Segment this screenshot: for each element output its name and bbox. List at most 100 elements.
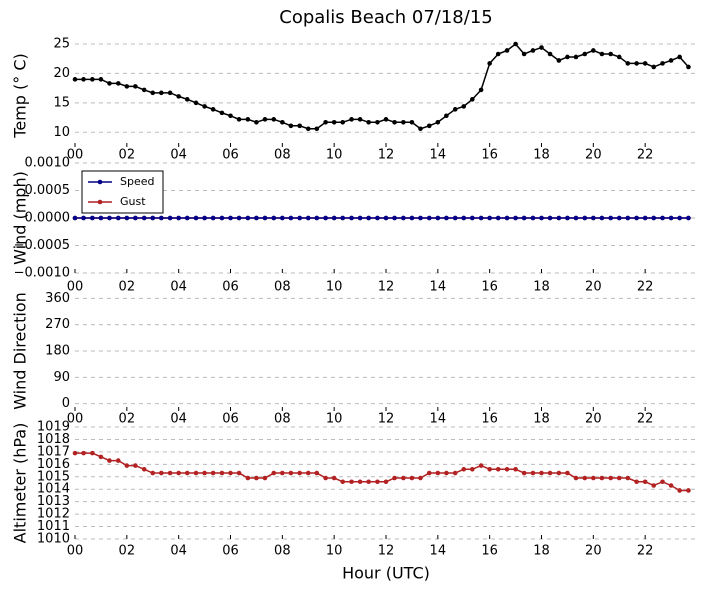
data-point [141, 215, 147, 221]
x-tick-label: 20 [585, 280, 602, 295]
data-point [668, 58, 674, 63]
data-point [504, 215, 510, 221]
data-point [228, 113, 233, 119]
data-point [487, 467, 492, 472]
data-point [107, 81, 112, 86]
data-point [193, 470, 199, 476]
data-point [668, 483, 674, 488]
x-tick-label: 12 [378, 280, 395, 295]
data-point [660, 61, 665, 66]
x-tick-label: 18 [533, 412, 550, 427]
data-point [677, 488, 682, 493]
data-point [392, 475, 397, 481]
data-point [565, 470, 570, 476]
data-point [668, 215, 674, 221]
data-point [150, 215, 156, 221]
data-point [288, 123, 294, 129]
x-tick-label: 00 [67, 280, 84, 295]
y-tick-label: −0.0005 [14, 238, 70, 253]
data-point [634, 215, 639, 221]
data-point [487, 215, 492, 221]
series-line [75, 42, 690, 130]
data-point [202, 104, 207, 109]
data-point [176, 215, 181, 221]
data-point [383, 117, 389, 122]
data-point [591, 48, 596, 53]
data-point [323, 119, 328, 125]
x-tick-label: 04 [170, 148, 187, 163]
data-point [444, 470, 449, 476]
data-point [625, 61, 631, 66]
data-point [426, 470, 432, 476]
y-tick-label: 1010 [37, 532, 70, 547]
y-tick-label: 90 [53, 370, 70, 385]
data-point [444, 113, 449, 119]
data-point [349, 479, 354, 485]
data-point [210, 215, 216, 221]
x-tick-label: 06 [222, 412, 239, 427]
data-point [262, 475, 268, 481]
x-tick-label: 22 [637, 412, 654, 427]
data-point [461, 215, 467, 221]
x-tick-label: 04 [170, 412, 187, 427]
data-point [461, 467, 467, 472]
panel: Wind Direction 0 90 180 270 360 00 02 04 06 08 10 12… [11, 291, 697, 427]
data-point [478, 215, 484, 221]
data-point [642, 215, 648, 221]
data-point [470, 215, 475, 221]
data-point [660, 215, 665, 221]
y-tick-label: 0 [62, 396, 70, 411]
data-point [150, 470, 156, 476]
data-point [133, 215, 138, 221]
data-point [236, 117, 242, 122]
data-point [81, 77, 86, 82]
data-point [331, 215, 337, 221]
data-point [90, 77, 95, 82]
x-tick-label: 16 [481, 412, 498, 427]
data-point [573, 215, 579, 221]
y-tick-label: 360 [45, 291, 70, 306]
data-point [599, 51, 605, 57]
data-point [504, 467, 510, 472]
data-point [634, 479, 639, 485]
data-point [176, 470, 181, 476]
data-point [331, 119, 337, 125]
data-point [686, 215, 691, 221]
data-point [651, 215, 657, 221]
data-point [608, 51, 613, 57]
data-point [426, 123, 432, 129]
data-point [513, 41, 518, 47]
data-point [573, 54, 579, 60]
data-point [375, 119, 380, 125]
data-point [305, 470, 311, 476]
y-tick-label: 1014 [37, 482, 70, 497]
data-point [115, 81, 121, 86]
x-tick-label: 00 [67, 148, 84, 163]
data-point [245, 475, 251, 481]
data-point [401, 119, 406, 125]
data-point [210, 470, 216, 476]
data-point [651, 483, 657, 488]
data-point [280, 470, 285, 476]
x-tick-label: 08 [274, 280, 291, 295]
data-point [616, 215, 622, 221]
data-point [392, 119, 397, 125]
data-point [487, 61, 492, 66]
data-point [452, 215, 458, 221]
data-point [521, 215, 527, 221]
y-tick-label: −0.0010 [14, 266, 70, 281]
x-tick-label: 14 [430, 544, 447, 559]
data-point [565, 54, 570, 60]
data-point [254, 119, 259, 125]
data-point [452, 107, 458, 112]
data-point [323, 215, 328, 221]
y-tick-label: 1011 [37, 519, 70, 534]
x-tick-label: 18 [533, 280, 550, 295]
data-point [297, 123, 302, 129]
data-point [495, 467, 501, 472]
data-point [176, 94, 181, 99]
y-tick-label: 270 [45, 317, 70, 332]
y-axis-label: Altimeter (hPa) [11, 423, 30, 544]
data-point [547, 51, 553, 57]
